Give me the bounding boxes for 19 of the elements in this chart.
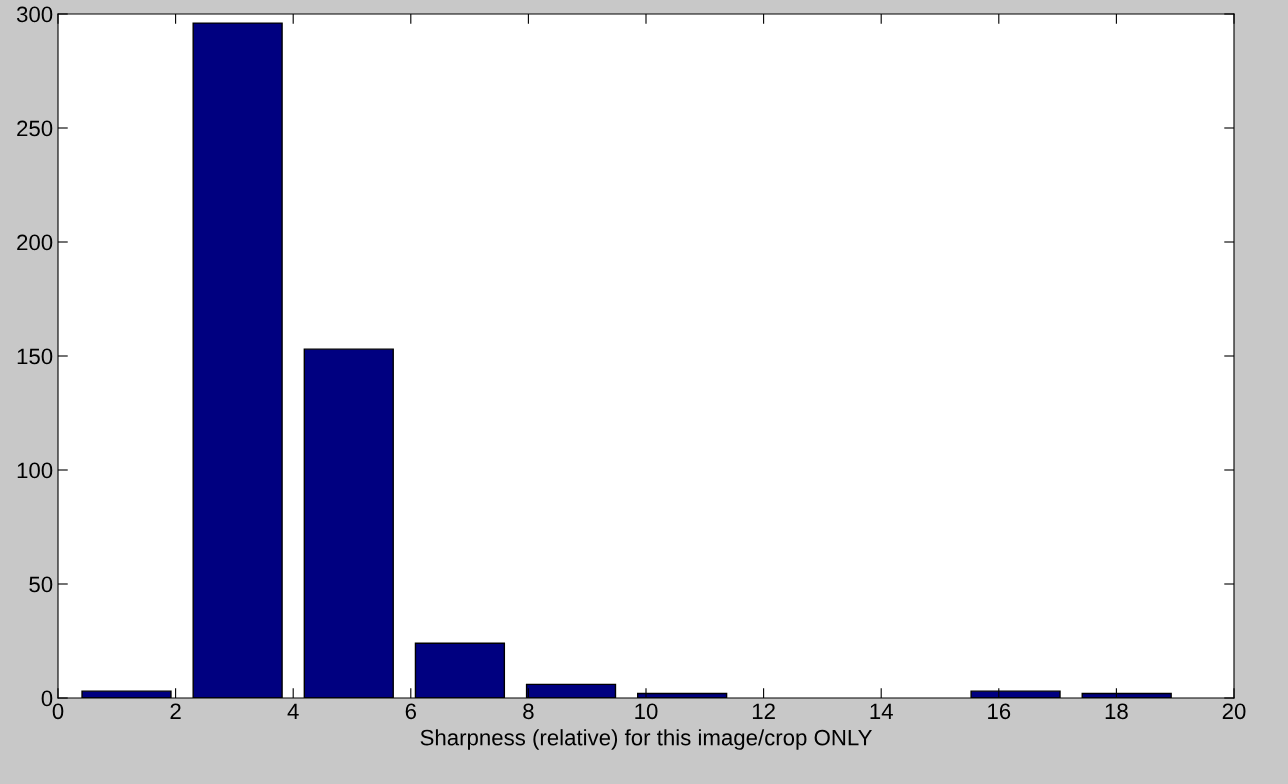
x-tick-label: 6: [405, 703, 416, 720]
y-tick-label: 0: [41, 690, 53, 707]
x-tick-label: 0: [52, 703, 64, 720]
y-tick-label: 150: [17, 348, 53, 365]
y-tick-label: 200: [17, 234, 53, 251]
y-tick-label: 250: [17, 120, 53, 137]
y-tick-label: 50: [29, 576, 53, 593]
x-tick-label: 14: [870, 703, 893, 719]
x-axis-title: Sharpness (relative) for this image/crop ONLY: [420, 729, 872, 750]
x-tick-label: 12: [752, 703, 775, 719]
x-tick-label: 10: [635, 703, 658, 720]
y-tick-label: 100: [17, 462, 53, 479]
x-tick-label: 4: [287, 703, 299, 719]
x-tick-label: 2: [170, 703, 181, 719]
x-tick-label: 16: [988, 703, 1011, 720]
y-tick-label: 300: [16, 6, 53, 23]
x-tick-label: 18: [1105, 703, 1128, 720]
x-tick-label: 20: [1222, 703, 1246, 720]
x-tick-label: 8: [523, 703, 534, 720]
